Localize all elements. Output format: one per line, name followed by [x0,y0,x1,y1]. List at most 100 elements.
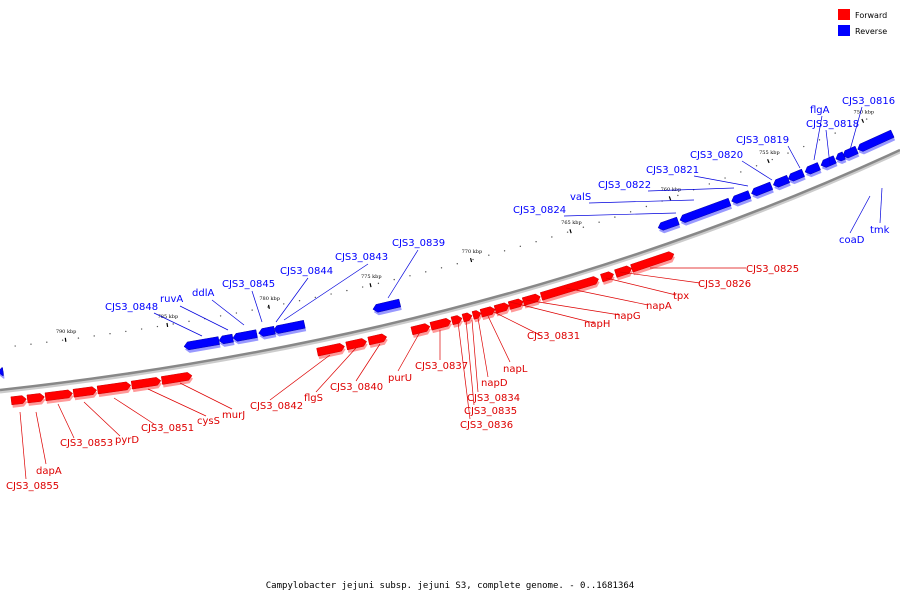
reverse-gene-label[interactable]: CJS3_0822 [598,180,651,191]
forward-gene-label[interactable]: CJS3_0826 [698,279,751,290]
forward-gene-arrow[interactable] [26,393,45,404]
forward-gene-arrow[interactable] [429,318,452,331]
forward-gene-label[interactable]: CJS3_0855 [6,481,59,492]
reverse-gene-arrow[interactable] [372,298,402,313]
forward-gene-arrow[interactable] [450,315,463,326]
reverse-gene-label[interactable]: ruvA [160,294,183,305]
legend-forward-label: Forward [855,11,887,20]
reverse-gene-arrow[interactable] [731,190,752,204]
forward-gene-label[interactable]: CJS3_0835 [464,406,517,417]
scale-dot [156,325,159,328]
forward-gene-label[interactable]: pyrD [115,435,139,446]
reverse-gene-label[interactable]: CJS3_0821 [646,165,699,176]
reverse-gene-label[interactable]: flgA [810,105,830,116]
reverse-gene-arrow[interactable] [0,367,4,376]
forward-gene-arrow[interactable] [44,389,73,402]
reverse-gene-label[interactable]: CJS3_0843 [335,252,388,263]
forward-gene-label[interactable]: CJS3_0836 [460,420,513,431]
scale-dot [850,125,852,127]
reverse-gene-label[interactable]: CJS3_0848 [105,302,158,313]
forward-gene-label[interactable]: napL [503,364,528,375]
forward-gene-arrow[interactable] [410,323,431,336]
forward-gene-label[interactable]: CJS3_0851 [141,423,194,434]
forward-gene-label[interactable]: CJS3_0834 [467,393,520,404]
reverse-gene-arrow[interactable] [857,129,895,152]
forward-gene-label[interactable]: CJS3_0842 [250,401,303,412]
forward-gene-label[interactable]: flgS [304,393,323,404]
forward-gene-arrow[interactable] [130,377,162,390]
reverse-gene-arrow[interactable] [772,174,791,188]
scale-dot [219,315,222,317]
reverse-gene-arrow[interactable] [804,162,821,175]
reverse-gene-label[interactable]: valS [570,192,591,203]
forward-label-leader [83,401,121,437]
forward-gene-arrow[interactable] [72,386,97,398]
forward-gene-label[interactable]: napH [584,319,610,330]
reverse-gene-arrow[interactable] [273,320,306,334]
reverse-label-leader [251,290,263,323]
reverse-gene-label[interactable]: CJS3_0839 [392,238,445,249]
scale-dot [740,171,742,173]
reverse-gene-arrow[interactable] [218,333,234,345]
forward-gene-arrow[interactable] [630,251,675,273]
reverse-label-leader [825,129,831,166]
scale-dot [598,221,600,223]
reverse-gene-label[interactable]: CJS3_0820 [690,150,743,161]
reverse-gene-arrow[interactable] [820,155,837,168]
forward-label-leader [113,397,155,425]
forward-gene-arrow[interactable] [507,298,524,310]
forward-gene-arrow[interactable] [160,372,193,385]
reverse-gene-label[interactable]: CJS3_0818 [806,119,859,130]
forward-gene-label[interactable]: napA [646,301,672,312]
reverse-label-leader [387,249,419,299]
reverse-gene-arrow[interactable] [183,336,220,351]
forward-gene-arrow[interactable] [10,395,27,406]
reverse-gene-arrow[interactable] [751,181,774,197]
reverse-gene-label[interactable]: coaD [839,235,865,246]
forward-gene-label[interactable]: purU [388,373,412,384]
reverse-gene-label[interactable]: CJS3_0816 [842,96,895,107]
scale-tick-label: 780 kbp [259,296,280,302]
reverse-gene-arrow[interactable] [679,197,732,223]
forward-gene-arrow[interactable] [461,312,473,323]
forward-gene-label[interactable]: CJS3_0840 [330,382,383,393]
reverse-label-leader [849,106,863,151]
forward-gene-arrow[interactable] [493,302,510,314]
forward-gene-arrow[interactable] [96,381,132,395]
forward-gene-arrow[interactable] [614,265,633,278]
scale-dot [566,231,569,233]
forward-gene-arrow[interactable] [521,293,541,306]
scale-tick [861,118,865,123]
forward-gene-label[interactable]: CJS3_0831 [527,331,580,342]
forward-gene-arrow[interactable] [479,306,496,318]
forward-gene-label[interactable]: tpx [673,291,689,302]
reverse-gene-arrow[interactable] [842,145,859,159]
forward-gene-label[interactable]: CJS3_0853 [60,438,113,449]
forward-gene-arrow[interactable] [345,338,367,351]
forward-gene-label[interactable]: napD [481,378,508,389]
reverse-gene-label[interactable]: CJS3_0844 [280,266,333,277]
forward-gene-label[interactable]: cysS [197,416,220,427]
scale-dot [298,300,301,302]
reverse-gene-label[interactable]: CJS3_0819 [736,135,789,146]
forward-gene-label[interactable]: CJS3_0837 [415,361,468,372]
reverse-gene-label[interactable]: CJS3_0824 [513,205,566,216]
reverse-gene-label[interactable]: tmk [870,225,890,236]
scale-dot [551,236,553,238]
reverse-gene-arrow[interactable] [657,216,680,231]
forward-gene-arrow[interactable] [367,333,388,346]
reverse-gene-label[interactable]: CJS3_0845 [222,279,275,290]
reverse-gene-label[interactable]: ddlA [192,288,214,299]
forward-gene-arrow[interactable] [316,343,345,357]
reverse-gene-arrow[interactable] [232,329,258,342]
reverse-gene-arrow[interactable] [787,168,805,182]
forward-gene-label[interactable]: CJS3_0825 [746,264,799,275]
reverse-gene-arrow[interactable] [835,151,846,162]
forward-gene-arrow[interactable] [471,310,482,320]
reverse-gene-arrow[interactable] [258,325,276,337]
forward-gene-label[interactable]: dapA [36,466,62,477]
forward-label-leader [465,319,475,406]
forward-gene-label[interactable]: murJ [222,410,245,421]
forward-gene-label[interactable]: napG [614,311,641,322]
